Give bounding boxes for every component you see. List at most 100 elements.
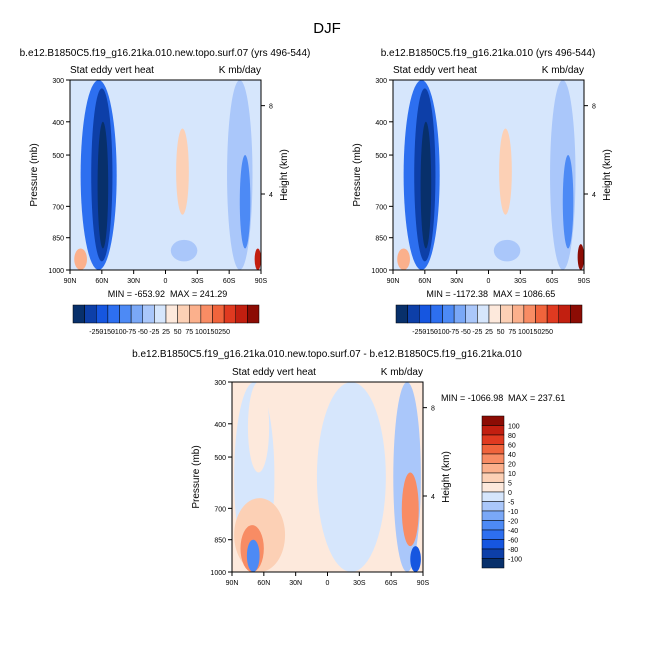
y2-tick-label: 8: [431, 406, 435, 413]
x-tick-label: 60N: [257, 580, 270, 587]
panel-1-min-label: MIN = -653.92: [108, 289, 165, 299]
colorbar-label: 10: [508, 471, 516, 478]
y2-axis-label: Height (km): [602, 149, 613, 201]
shading-region: [499, 128, 512, 215]
panel-3-left-label: Stat eddy vert heat: [232, 367, 316, 378]
colorbar-swatch: [200, 304, 213, 324]
y-tick-label: 700: [52, 204, 64, 211]
x-tick-label: 60N: [418, 278, 431, 285]
colorbar-swatch: [481, 520, 505, 531]
y-axis-label: Pressure (mb): [352, 143, 363, 206]
panel-2-min-label: MIN = -1172.38: [426, 289, 488, 299]
panel-3-right-label: K mb/day: [381, 367, 423, 378]
y-tick-label: 500: [375, 153, 387, 160]
panel-2: b.e12.B1850C5.f19_g16.21ka.010 (yrs 496-…: [352, 48, 613, 299]
colorbar-label: 100: [518, 329, 530, 336]
shading-region: [97, 121, 109, 249]
panel-2-title: b.e12.B1850C5.f19_g16.21ka.010 (yrs 496-…: [381, 48, 596, 59]
y2-axis-label: Height (km): [441, 451, 452, 503]
colorbar-swatch: [512, 304, 525, 324]
y2-tick-label: 8: [592, 104, 596, 111]
x-tick-label: 90S: [578, 278, 591, 285]
colorbar-swatch: [189, 304, 202, 324]
colorbar-label: 5: [508, 481, 512, 488]
x-tick-label: 30N: [289, 580, 302, 587]
shading-region: [254, 248, 261, 270]
colorbar-label: 60: [508, 443, 516, 450]
colorbar-label: -100: [508, 557, 522, 564]
colorbar-swatch: [119, 304, 132, 324]
shading-region: [493, 239, 521, 262]
colorbar-swatch: [477, 304, 490, 324]
colorbar-label: -150: [101, 329, 115, 336]
panel-1-right-label: K mb/day: [219, 65, 261, 76]
colorbar-swatch: [481, 501, 505, 512]
colorbar-label: -10: [508, 509, 518, 516]
x-tick-label: 60S: [385, 580, 398, 587]
colorbar-swatch: [546, 304, 559, 324]
shading-region: [74, 248, 87, 270]
colorbar-label: -50: [138, 329, 148, 336]
panel-1-left-label: Stat eddy vert heat: [70, 65, 154, 76]
colorbar-label: 75: [508, 329, 516, 336]
y-tick-label: 300: [375, 78, 387, 85]
colorbar-label: -100: [112, 329, 126, 336]
colorbar-swatch: [165, 304, 178, 324]
colorbar-label: -40: [508, 528, 518, 535]
colorbar-label: 250: [541, 329, 553, 336]
colorbar-swatch: [177, 304, 190, 324]
y-tick-label: 850: [375, 236, 387, 243]
colorbar-label: 25: [485, 329, 493, 336]
colorbar-swatch: [481, 453, 505, 464]
y-axis-label: Pressure (mb): [191, 445, 202, 508]
y2-tick-label: 4: [269, 192, 273, 199]
y-tick-label: 700: [214, 506, 226, 513]
x-tick-label: 90N: [226, 580, 239, 587]
y-tick-label: 1000: [210, 570, 226, 577]
x-tick-label: 30S: [353, 580, 366, 587]
shading-region: [274, 382, 315, 572]
colorbar-swatch: [570, 304, 583, 324]
colorbar-label: -75: [126, 329, 136, 336]
colorbar-swatch: [481, 434, 505, 445]
colorbar-label: 25: [162, 329, 170, 336]
y-tick-label: 400: [375, 120, 387, 127]
colorbar-swatch: [481, 539, 505, 550]
colorbar-label: 40: [508, 452, 516, 459]
panel-3-min-label: MIN = -1066.98: [441, 393, 503, 403]
panel-2-field: [393, 80, 584, 270]
panel-2-right-label: K mb/day: [542, 65, 584, 76]
y-axis-label: Pressure (mb): [29, 143, 40, 206]
colorbar-swatch: [142, 304, 155, 324]
y-tick-label: 1000: [48, 268, 64, 275]
colorbar-label: -100: [435, 329, 449, 336]
colorbar-label: -60: [508, 538, 518, 545]
x-tick-label: 30S: [191, 278, 204, 285]
colorbar-swatch: [247, 304, 260, 324]
colorbar-label: -5: [508, 500, 514, 507]
colorbar-swatch: [223, 304, 236, 324]
colorbar-swatch: [558, 304, 571, 324]
shading-region: [247, 382, 270, 473]
y-tick-label: 1000: [371, 268, 387, 275]
colorbar-swatch: [407, 304, 420, 324]
colorbar-swatch: [235, 304, 248, 324]
y-tick-label: 850: [52, 236, 64, 243]
x-tick-label: 0: [326, 580, 330, 587]
y-tick-label: 300: [52, 78, 64, 85]
x-tick-label: 30N: [450, 278, 463, 285]
y-tick-label: 500: [214, 455, 226, 462]
x-tick-label: 0: [164, 278, 168, 285]
colorbar-label: 150: [207, 329, 219, 336]
colorbar-label: -25: [149, 329, 159, 336]
colorbar-swatch: [395, 304, 408, 324]
colorbar-1: -250-150-100 -75 -50 -25 25 50 75 100 150 250: [72, 304, 260, 336]
x-tick-label: 0: [487, 278, 491, 285]
colorbar-swatch: [523, 304, 536, 324]
shading-region: [176, 128, 189, 215]
colorbar-swatch: [481, 510, 505, 521]
y-tick-label: 400: [214, 422, 226, 429]
shading-region: [316, 382, 386, 572]
shading-region: [239, 155, 251, 249]
